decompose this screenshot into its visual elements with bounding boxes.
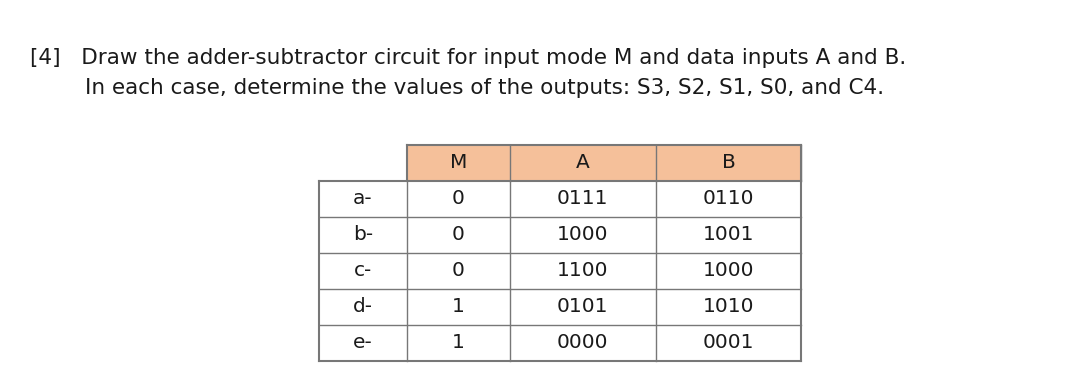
Text: In each case, determine the values of the outputs: S3, S2, S1, S0, and C4.: In each case, determine the values of th… [30, 78, 885, 98]
Text: A: A [576, 154, 590, 173]
Text: 0: 0 [453, 190, 464, 209]
Text: 1100: 1100 [557, 262, 608, 281]
Text: d-: d- [353, 298, 373, 317]
Text: 0000: 0000 [557, 334, 608, 353]
Text: a-: a- [353, 190, 373, 209]
Text: 1: 1 [453, 334, 464, 353]
Text: 0111: 0111 [557, 190, 608, 209]
Text: [4]   Draw the adder-subtractor circuit for input mode M and data inputs A and B: [4] Draw the adder-subtractor circuit fo… [30, 48, 906, 68]
Text: b-: b- [353, 226, 373, 245]
Text: 0101: 0101 [557, 298, 608, 317]
Text: B: B [721, 154, 735, 173]
Text: e-: e- [353, 334, 373, 353]
Text: 1010: 1010 [703, 298, 754, 317]
Text: 1001: 1001 [703, 226, 754, 245]
Text: M: M [449, 154, 468, 173]
Text: 0: 0 [453, 226, 464, 245]
Text: 0001: 0001 [703, 334, 754, 353]
Text: c-: c- [354, 262, 372, 281]
Text: 1000: 1000 [703, 262, 754, 281]
Text: 1: 1 [453, 298, 464, 317]
Text: 0: 0 [453, 262, 464, 281]
Text: 0110: 0110 [703, 190, 754, 209]
Text: 1000: 1000 [557, 226, 608, 245]
Bar [407, 145, 801, 181]
